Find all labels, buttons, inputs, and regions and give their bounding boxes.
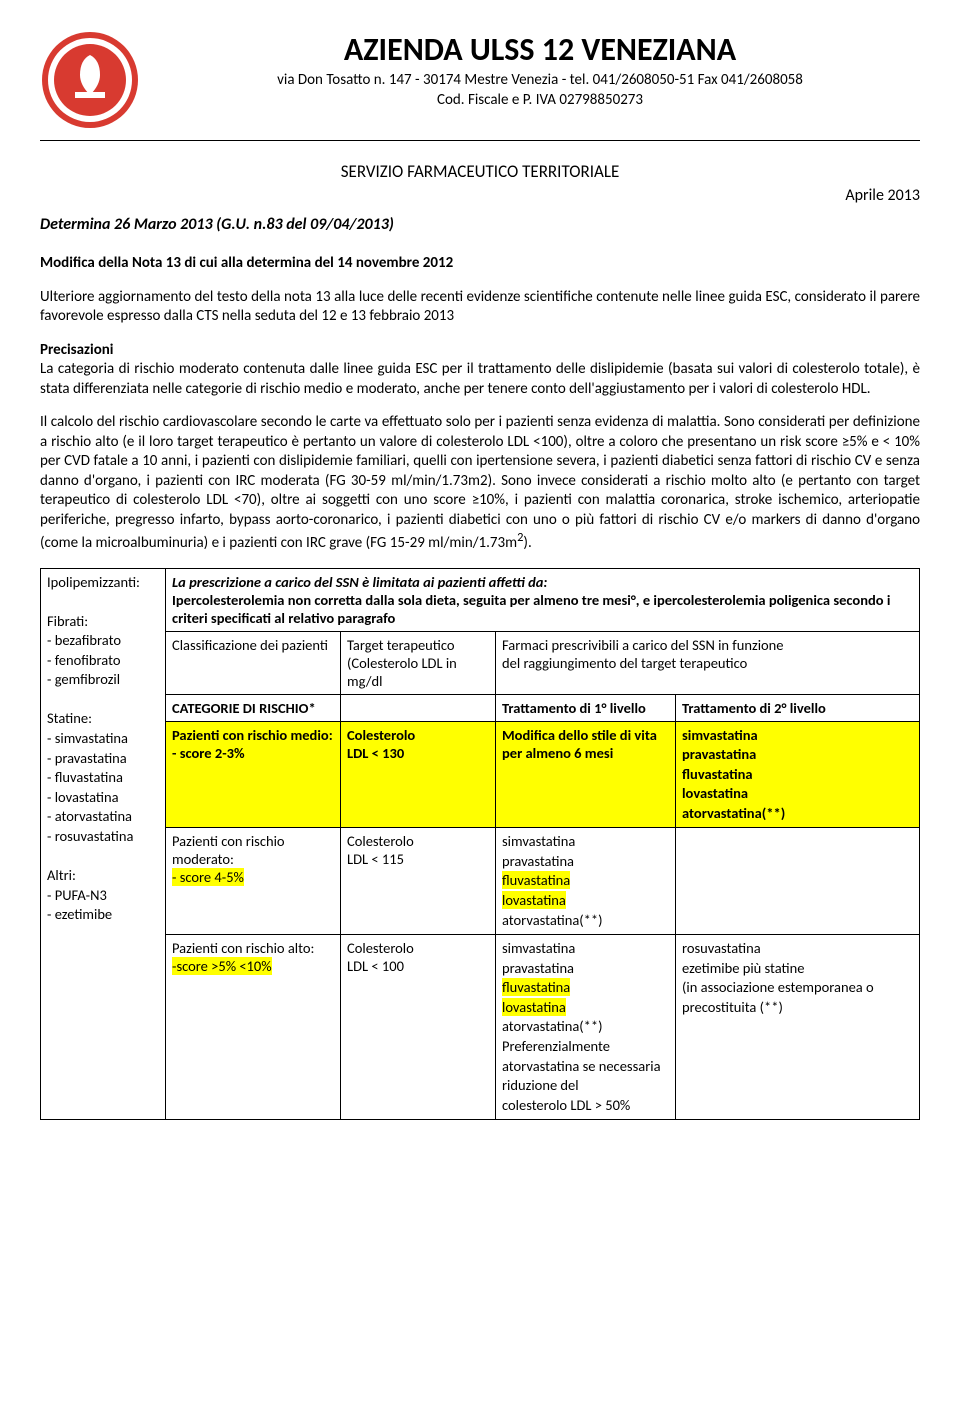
- modifica-text: Ulteriore aggiornamento del testo della …: [40, 288, 920, 327]
- row-rischio-moderato: Pazienti con rischio moderato: - score 4…: [41, 828, 920, 935]
- header-divider: [40, 140, 920, 141]
- document-date: Aprile 2013: [40, 186, 920, 205]
- precis-p1: La categoria di rischio moderato contenu…: [40, 360, 920, 399]
- modifica-title: Modifica della Nota 13 di cui alla deter…: [40, 254, 920, 274]
- service-title: SERVIZIO FARMACEUTICO TERRITORIALE: [40, 161, 920, 182]
- org-fiscale: Cod. Fiscale e P. IVA 02798850273: [160, 91, 920, 109]
- main-table: Ipolipemizzanti: Fibrati: - bezafibrato …: [40, 568, 920, 1121]
- determina-line: Determina 26 Marzo 2013 (G.U. n.83 del 0…: [40, 215, 920, 234]
- row-rischio-alto: Pazienti con rischio alto: -score >5% <1…: [41, 935, 920, 1120]
- category-header-row: CATEGORIE DI RISCHIO* Trattamento di 1° …: [41, 694, 920, 721]
- org-title: AZIENDA ULSS 12 VENEZIANA: [160, 30, 920, 69]
- org-address: via Don Tosatto n. 147 - 30174 Mestre Ve…: [160, 71, 920, 89]
- precis-p2: Il calcolo del rischio cardiovascolare s…: [40, 413, 920, 554]
- org-seal-icon: [40, 30, 140, 130]
- intro-cell: La prescrizione a carico del SSN è limit…: [166, 568, 920, 631]
- drug-list-cell: Ipolipemizzanti: Fibrati: - bezafibrato …: [41, 568, 166, 1120]
- row-rischio-medio: Pazienti con rischio medio: - score 2-3%…: [41, 721, 920, 828]
- header-row: Classificazione dei pazienti Target tera…: [41, 631, 920, 694]
- precis-title: Precisazioni: [40, 341, 920, 361]
